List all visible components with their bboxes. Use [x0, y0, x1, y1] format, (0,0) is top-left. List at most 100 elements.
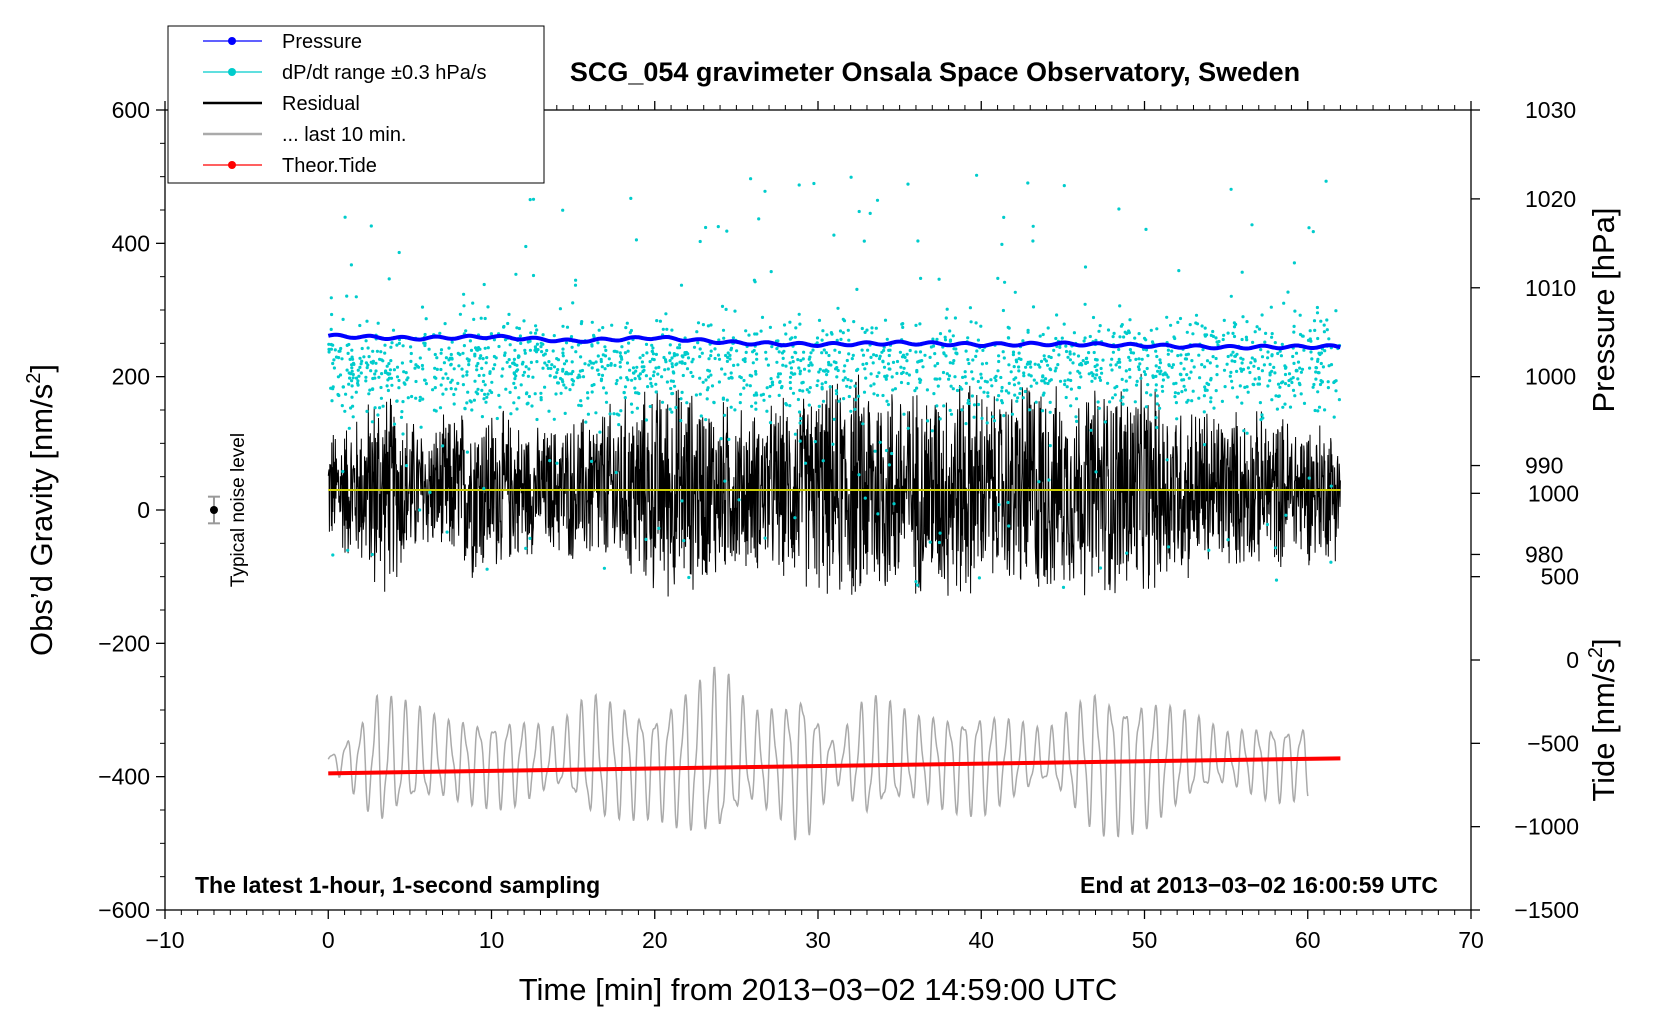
dpdt-point — [828, 385, 832, 389]
dpdt-point — [519, 383, 523, 387]
dpdt-point — [609, 363, 613, 367]
dpdt-point — [1191, 389, 1195, 393]
dpdt-point — [1166, 348, 1170, 352]
dpdt-point — [409, 359, 413, 363]
dpdt-point — [821, 329, 825, 333]
dpdt-point — [1270, 335, 1274, 339]
dpdt-point — [1329, 560, 1333, 564]
dpdt-point — [395, 343, 399, 347]
dpdt-point — [1270, 398, 1274, 402]
dpdt-point — [1156, 369, 1160, 373]
dpdt-point — [812, 181, 816, 186]
dpdt-point — [701, 323, 706, 327]
dpdt-point — [1053, 369, 1057, 373]
dpdt-point — [1133, 400, 1137, 404]
theor-tide-line — [328, 756, 1341, 776]
dpdt-point — [919, 276, 923, 280]
dpdt-point — [706, 368, 710, 372]
dpdt-point — [1118, 360, 1122, 364]
dpdt-point — [1000, 399, 1004, 403]
dpdt-point — [1066, 378, 1070, 382]
dpdt-point — [650, 349, 654, 353]
dpdt-point — [916, 360, 920, 364]
dpdt-point — [1332, 415, 1336, 419]
dpdt-point — [938, 417, 942, 421]
dpdt-point — [360, 346, 364, 351]
dpdt-point — [863, 330, 867, 334]
dpdt-point — [979, 376, 984, 380]
dpdt-point — [797, 410, 802, 414]
dpdt-point — [842, 369, 846, 373]
dpdt-point — [358, 365, 362, 369]
dpdt-point — [629, 402, 634, 406]
dpdt-point — [816, 379, 820, 383]
dpdt-point — [623, 351, 628, 355]
dpdt-point — [1291, 388, 1296, 392]
dpdt-point — [1095, 373, 1099, 377]
dpdt-point — [343, 215, 347, 219]
dpdt-point — [421, 397, 425, 401]
dpdt-point — [855, 368, 859, 373]
dpdt-point — [808, 355, 812, 359]
dpdt-point — [1232, 321, 1236, 325]
noise-level-label: Typical noise level — [228, 433, 249, 587]
dpdt-point — [797, 312, 801, 316]
dpdt-point — [997, 354, 1001, 358]
y-left-tick-label: 0 — [137, 497, 150, 523]
dpdt-point — [1165, 458, 1169, 462]
dpdt-point — [409, 351, 413, 356]
dpdt-point — [1319, 361, 1323, 366]
dpdt-point — [861, 422, 865, 426]
dpdt-point — [1274, 394, 1278, 398]
dpdt-point — [1049, 355, 1053, 360]
dpdt-point — [590, 366, 594, 370]
dpdt-point — [590, 320, 594, 324]
dpdt-point — [1239, 367, 1243, 371]
dpdt-point — [1166, 375, 1170, 379]
dpdt-point — [533, 392, 537, 396]
dpdt-point — [976, 402, 981, 407]
dpdt-point — [822, 348, 826, 352]
dpdt-point — [826, 369, 830, 373]
dpdt-point — [906, 182, 910, 186]
dpdt-point — [404, 464, 409, 468]
dpdt-point — [698, 239, 702, 244]
dpdt-point — [350, 395, 354, 399]
dpdt-point — [485, 567, 489, 571]
dpdt-point — [1001, 350, 1005, 354]
dpdt-point — [669, 386, 673, 391]
dpdt-point — [832, 417, 836, 421]
dpdt-point — [717, 357, 722, 361]
dpdt-point — [1058, 345, 1062, 349]
dpdt-point — [444, 387, 448, 391]
dpdt-point — [482, 397, 486, 401]
dpdt-point — [725, 398, 729, 402]
dpdt-point — [1001, 308, 1006, 313]
dpdt-point — [997, 503, 1001, 507]
dpdt-point — [491, 367, 495, 371]
dpdt-point — [628, 368, 632, 372]
dpdt-point — [928, 355, 932, 359]
dpdt-point — [705, 397, 709, 401]
dpdt-point — [347, 382, 351, 386]
dpdt-point — [410, 394, 414, 399]
dpdt-point — [539, 391, 543, 395]
dpdt-point — [1182, 384, 1186, 388]
dpdt-point — [788, 320, 792, 324]
dpdt-point — [863, 496, 867, 500]
dpdt-point — [1273, 341, 1277, 345]
dpdt-point — [475, 364, 479, 368]
dpdt-point — [1118, 335, 1122, 339]
dpdt-point — [558, 376, 563, 381]
dpdt-point — [914, 580, 918, 584]
pressure-tick-label: 1010 — [1525, 275, 1576, 301]
dpdt-point — [1109, 363, 1113, 367]
noise-point — [209, 506, 218, 514]
dpdt-point — [351, 415, 355, 419]
dpdt-point — [788, 361, 792, 365]
dpdt-point — [1112, 331, 1116, 335]
dpdt-point — [1061, 585, 1066, 590]
dpdt-point — [331, 387, 335, 391]
dpdt-point — [456, 351, 460, 355]
dpdt-point — [906, 426, 910, 430]
